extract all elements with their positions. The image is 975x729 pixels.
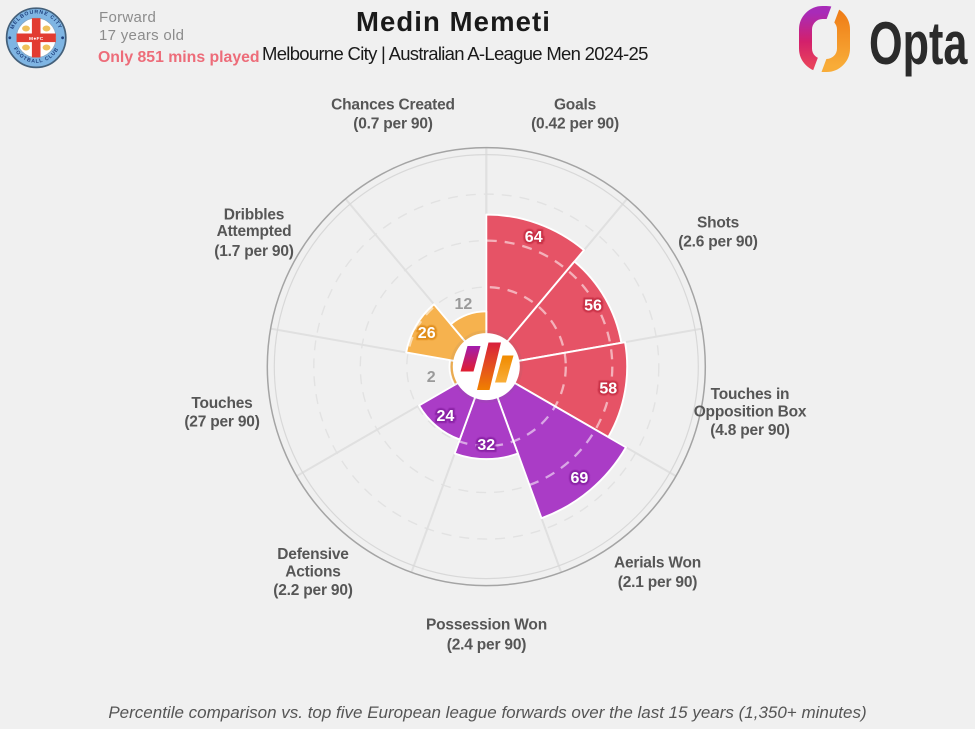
svg-text:64: 64 — [525, 229, 543, 246]
svg-text:12: 12 — [455, 296, 473, 313]
svg-text:69: 69 — [571, 470, 589, 487]
svg-text:2: 2 — [427, 369, 436, 386]
svg-text:Aerials Won: Aerials Won — [614, 554, 701, 571]
svg-text:Opta: Opta — [869, 11, 968, 78]
svg-text:32: 32 — [477, 437, 495, 454]
svg-text:M●FC: M●FC — [29, 36, 44, 42]
svg-text:Touches: Touches — [191, 395, 252, 412]
svg-text:(4.8 per 90): (4.8 per 90) — [710, 422, 789, 439]
svg-text:Shots: Shots — [697, 214, 739, 231]
svg-text:(27 per 90): (27 per 90) — [184, 414, 259, 431]
svg-text:Touches in: Touches in — [711, 386, 790, 403]
svg-text:(0.42 per 90): (0.42 per 90) — [531, 116, 619, 133]
svg-text:(0.7 per 90): (0.7 per 90) — [353, 116, 432, 133]
svg-text:Goals: Goals — [554, 96, 596, 113]
svg-text:Attempted: Attempted — [217, 223, 292, 240]
svg-text:Dribbles: Dribbles — [224, 206, 284, 223]
svg-text:Possession Won: Possession Won — [426, 616, 547, 633]
svg-text:58: 58 — [599, 381, 617, 398]
svg-text:24: 24 — [437, 408, 455, 425]
svg-text:58: 58 — [599, 381, 617, 398]
svg-text:(2.2 per 90): (2.2 per 90) — [273, 582, 352, 599]
svg-text:(2.4 per 90): (2.4 per 90) — [447, 636, 526, 653]
svg-text:Defensive: Defensive — [277, 546, 349, 563]
svg-text:(1.7 per 90): (1.7 per 90) — [214, 243, 293, 260]
svg-text:26: 26 — [418, 325, 436, 342]
svg-text:64: 64 — [525, 229, 543, 246]
svg-text:56: 56 — [584, 298, 602, 315]
svg-text:Actions: Actions — [285, 564, 340, 581]
svg-text:(2.1 per 90): (2.1 per 90) — [618, 574, 697, 591]
svg-text:24: 24 — [437, 408, 455, 425]
svg-text:32: 32 — [477, 437, 495, 454]
svg-text:Opposition Box: Opposition Box — [694, 404, 807, 421]
svg-text:56: 56 — [584, 298, 602, 315]
svg-text:Chances Created: Chances Created — [331, 96, 455, 113]
svg-text:26: 26 — [418, 325, 436, 342]
svg-text:69: 69 — [571, 470, 589, 487]
svg-text:(2.6 per 90): (2.6 per 90) — [678, 233, 757, 250]
